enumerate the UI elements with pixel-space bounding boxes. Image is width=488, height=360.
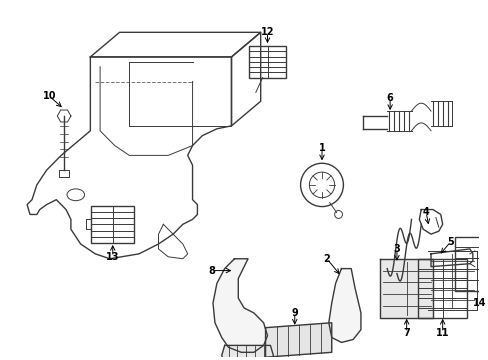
Text: 4: 4 — [422, 207, 428, 217]
Polygon shape — [379, 259, 432, 318]
Polygon shape — [221, 345, 273, 360]
Text: 7: 7 — [403, 328, 409, 338]
Text: 9: 9 — [291, 308, 298, 318]
Polygon shape — [328, 269, 360, 342]
Text: 3: 3 — [393, 244, 400, 254]
Text: 8: 8 — [208, 266, 215, 276]
Polygon shape — [265, 323, 331, 357]
Text: 13: 13 — [106, 252, 119, 262]
Text: 10: 10 — [42, 91, 56, 101]
Text: 2: 2 — [323, 254, 329, 264]
Text: 12: 12 — [260, 27, 274, 37]
Text: 11: 11 — [435, 328, 448, 338]
Text: 6: 6 — [386, 93, 393, 103]
Text: 14: 14 — [472, 298, 486, 308]
Polygon shape — [213, 259, 267, 352]
Text: 5: 5 — [446, 237, 453, 247]
Text: 1: 1 — [318, 144, 325, 153]
